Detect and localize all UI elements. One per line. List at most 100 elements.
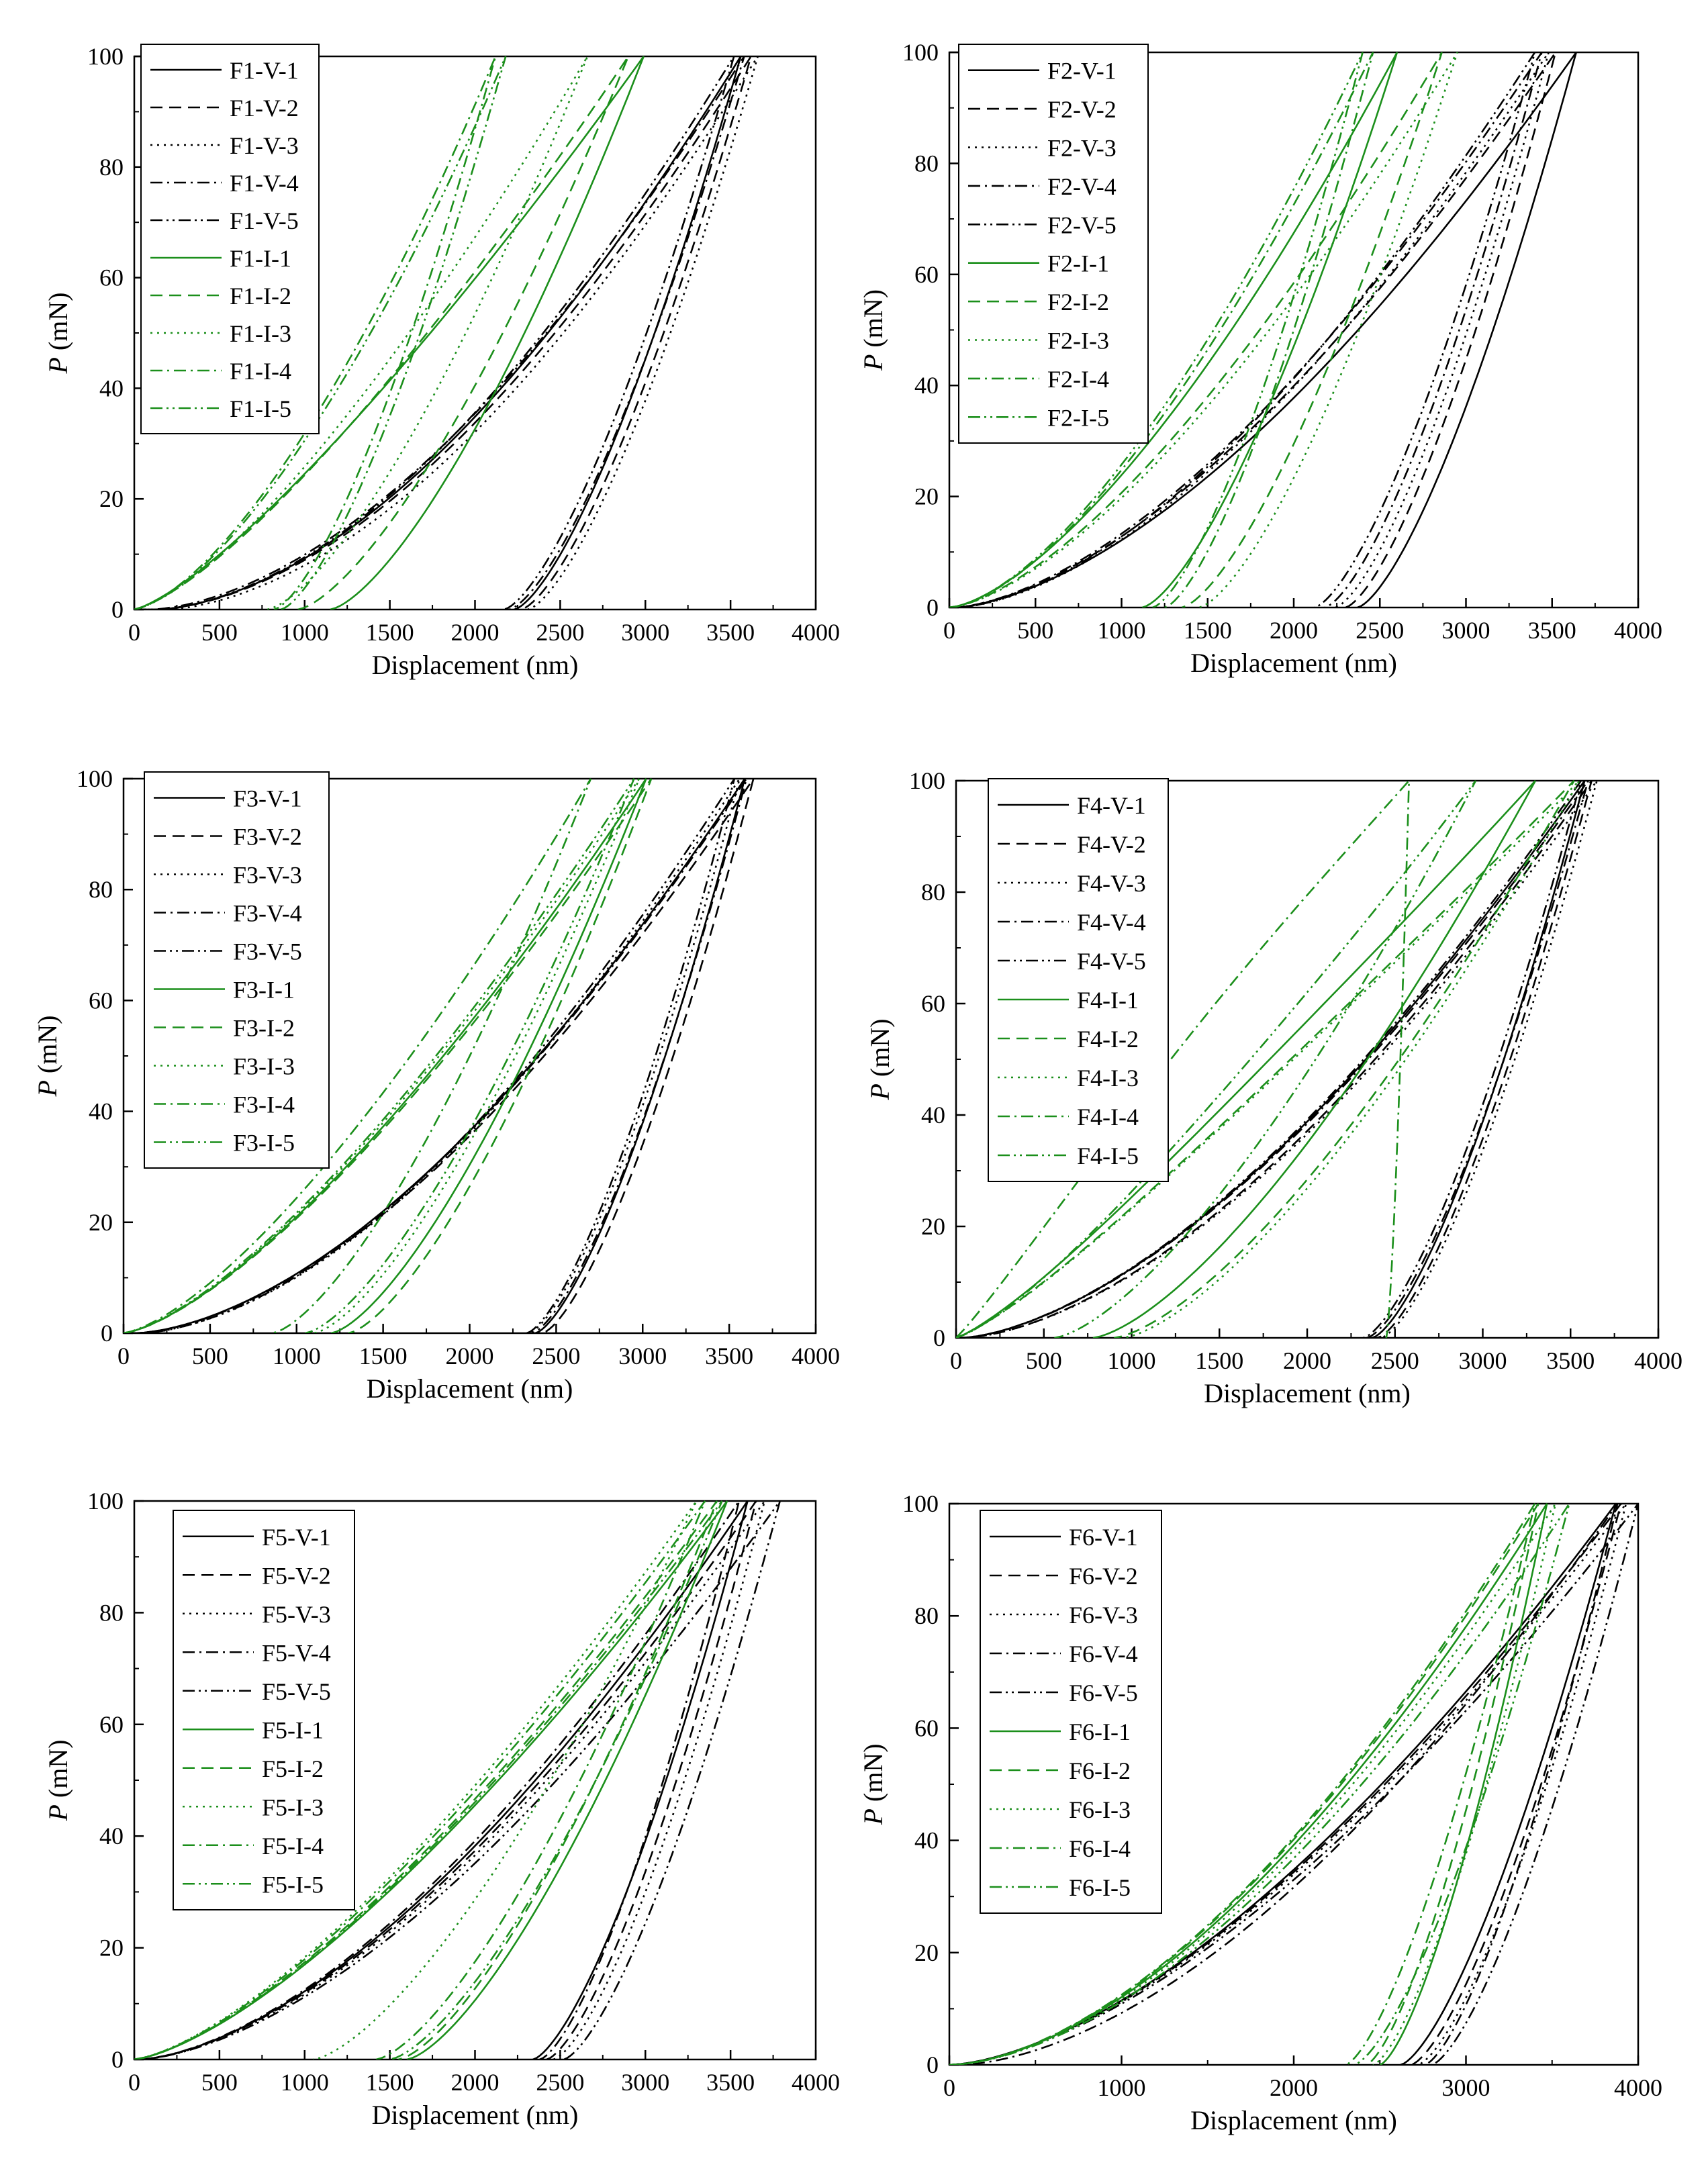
legend-label: F3-I-5 (233, 1130, 295, 1157)
x-tick-label: 2500 (532, 1343, 580, 1369)
legend-box (980, 1510, 1162, 1914)
series-line-f4-i-3 (956, 780, 1580, 1338)
y-tick-label: 0 (927, 594, 939, 621)
legend-label: F3-I-3 (233, 1053, 295, 1080)
y-axis-title: P (mN) (865, 1018, 895, 1100)
legend-label: F3-V-2 (233, 824, 302, 851)
legend-label: F4-I-4 (1077, 1104, 1139, 1130)
legend-label: F6-I-2 (1069, 1757, 1131, 1784)
legend-label: F4-V-4 (1077, 909, 1146, 936)
x-tick-label: 2500 (1371, 1347, 1419, 1374)
x-tick-label: 2500 (536, 619, 584, 646)
x-tick-label: 2000 (446, 1343, 494, 1369)
series-line-f3-i-1 (124, 778, 647, 1333)
legend-label: F3-V-4 (233, 900, 302, 927)
x-tick-label: 2000 (451, 2069, 500, 2096)
legend-label: F1-I-2 (230, 283, 291, 309)
x-tick-label: 3500 (1546, 1347, 1595, 1374)
series-line-f5-i-5 (134, 1500, 723, 2059)
series-line-f6-v-1 (949, 1503, 1617, 2065)
y-tick-label: 80 (99, 1599, 124, 1626)
y-tick-label: 100 (77, 765, 113, 792)
x-tick-label: 0 (128, 2069, 140, 2096)
legend-label: F5-I-2 (262, 1755, 324, 1782)
legend-label: F5-I-1 (262, 1716, 324, 1743)
legend-box (144, 771, 330, 1169)
legend-label: F3-I-4 (233, 1092, 295, 1118)
legend-label: F6-I-3 (1069, 1796, 1131, 1823)
x-tick-label: 1500 (359, 1343, 408, 1369)
curves (124, 778, 755, 1333)
legend-label: F1-V-3 (230, 132, 299, 159)
x-tick-label: 3000 (621, 619, 669, 646)
x-tick-label: 500 (1017, 617, 1053, 644)
series-line-f6-i-5 (949, 1503, 1570, 2065)
panel-f2: 0 500 1000 1500 2000 2500 3000 3500 4000 0 20 40 60 8… (858, 39, 1662, 678)
y-axis-title: P (mN) (858, 1743, 888, 1825)
y-tick-label: 80 (914, 150, 939, 177)
series-line-f1-i-4 (134, 56, 497, 610)
series-line-f5-v-2 (134, 1500, 757, 2059)
series-line-f1-i-3 (134, 56, 589, 610)
x-tick-label: 0 (117, 1343, 130, 1369)
legend-label: F4-I-1 (1077, 987, 1139, 1014)
legend-label: F2-V-5 (1047, 211, 1117, 238)
series-line-f2-i-2 (949, 52, 1443, 608)
y-tick-label: 20 (914, 1939, 939, 1966)
x-tick-label: 4000 (792, 1343, 840, 1369)
legend-label: F2-V-3 (1047, 135, 1117, 162)
legend: F2-V-1 F2-V-2 F2-V-3 F2-V-4 F2-V-5 F2-I-1 F2-I… (958, 44, 1149, 444)
legend-label: F2-V-1 (1047, 58, 1117, 85)
x-tick-label: 3500 (1528, 617, 1576, 644)
x-tick-label: 1500 (1184, 617, 1232, 644)
x-tick-label: 1000 (281, 2069, 329, 2096)
legend-label: F3-I-2 (233, 1015, 295, 1042)
x-tick-label: 0 (943, 617, 955, 644)
legend-box (173, 1510, 355, 1910)
legend-label: F6-V-5 (1069, 1680, 1138, 1706)
series-line-f1-i-1 (134, 56, 645, 610)
x-axis-title: Displacement (nm) (372, 650, 579, 680)
series-line-f2-v-3 (949, 52, 1550, 608)
series-line-f2-v-4 (949, 52, 1543, 608)
legend-label: F3-V-5 (233, 938, 302, 965)
series-line-f2-i-3 (949, 52, 1458, 608)
series-line-f5-i-3 (134, 1500, 698, 2059)
legend-label: F3-V-1 (233, 785, 302, 812)
y-axis-title: P (mN) (32, 1015, 62, 1097)
y-tick-label: 100 (909, 767, 945, 794)
legend-box (988, 778, 1169, 1182)
x-tick-label: 1000 (1098, 2074, 1146, 2101)
legend-label: F2-I-2 (1047, 289, 1109, 316)
legend-label: F1-V-5 (230, 207, 299, 234)
y-tick-label: 80 (89, 876, 113, 903)
y-tick-label: 20 (99, 1935, 124, 1961)
series-line-f1-i-5 (134, 56, 507, 610)
x-tick-label: 4000 (1634, 1347, 1682, 1374)
series-line-f5-i-1 (134, 1500, 728, 2059)
y-tick-label: 40 (89, 1098, 113, 1125)
legend-label: F5-V-1 (262, 1524, 331, 1551)
legend-label: F1-I-1 (230, 245, 291, 272)
legend: F1-V-1 F1-V-2 F1-V-3 F1-V-4 F1-V-5 F1-I-1 F1-I… (140, 44, 320, 434)
legend-label: F5-I-5 (262, 1871, 324, 1898)
legend-label: F4-V-3 (1077, 870, 1146, 897)
y-tick-label: 100 (902, 39, 939, 66)
x-tick-label: 0 (128, 619, 140, 646)
legend-label: F5-I-3 (262, 1794, 324, 1821)
y-tick-label: 40 (99, 375, 124, 401)
x-tick-label: 1000 (1108, 1347, 1156, 1374)
y-tick-label: 20 (99, 485, 124, 512)
x-tick-label: 2000 (451, 619, 500, 646)
x-tick-label: 1500 (1195, 1347, 1243, 1374)
x-tick-label: 3500 (706, 2069, 755, 2096)
series-line-f2-i-4 (949, 52, 1374, 608)
legend: F3-V-1 F3-V-2 F3-V-3 F3-V-4 F3-V-5 F3-I-1 F3-I… (144, 771, 330, 1169)
y-tick-label: 0 (933, 1324, 945, 1351)
x-tick-label: 2000 (1270, 617, 1318, 644)
x-tick-label: 4000 (1614, 2074, 1662, 2101)
panel-f3: 0 500 1000 1500 2000 2500 3000 3500 4000 0 20 40 60 8… (32, 765, 840, 1404)
y-tick-label: 60 (914, 1714, 939, 1741)
x-tick-label: 2500 (1356, 617, 1404, 644)
